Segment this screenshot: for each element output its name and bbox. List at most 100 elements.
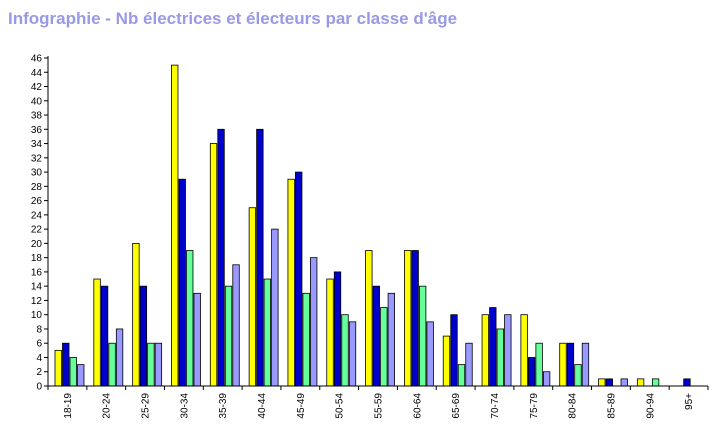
y-tick-label: 18 [31, 253, 43, 264]
y-tick-label: 28 [31, 182, 43, 193]
bar-s2-40-44 [256, 128, 264, 387]
bar-s3-70-74 [496, 328, 504, 387]
y-tick-label: 22 [31, 225, 43, 236]
bar-s1-30-34 [171, 64, 179, 387]
bar-s1-35-39 [209, 143, 218, 387]
bars-group [54, 64, 691, 387]
bar-s2-95+ [683, 378, 691, 387]
chart-title: Infographie - Nb électrices et électeurs… [8, 9, 458, 28]
bar-s3-60-64 [419, 285, 427, 387]
y-tick-label: 20 [31, 239, 43, 250]
bar-s4-35-39 [232, 264, 240, 387]
y-tick-label: 14 [31, 282, 43, 293]
bar-s2-65-69 [450, 314, 458, 387]
y-tick-label: 0 [36, 382, 42, 393]
bar-s3-80-84 [574, 364, 582, 387]
bar-s2-20-24 [100, 285, 109, 387]
bar-s1-75-79 [520, 314, 528, 387]
bar-s4-50-54 [348, 321, 357, 387]
bar-s3-75-79 [535, 342, 543, 387]
bar-s1-40-44 [248, 207, 257, 387]
bar-s4-75-79 [542, 371, 551, 387]
bar-s3-65-69 [457, 364, 466, 387]
bar-s3-18-19 [69, 357, 77, 387]
bar-s4-30-34 [193, 292, 201, 387]
x-axis: 18-19 20-24 25-29 30-34 35-39 40-44 45-49 50-54… [47, 386, 709, 419]
bar-s1-25-29 [132, 242, 140, 387]
y-axis: 0246810121416182022242628303234363840424… [31, 54, 48, 393]
bar-s2-45-49 [295, 171, 303, 387]
x-tick-label: 18-19 [63, 393, 74, 419]
bar-s4-20-24 [115, 328, 124, 387]
bar-s3-20-24 [108, 342, 116, 387]
x-tick-label: 60-64 [412, 393, 423, 419]
y-tick-label: 6 [36, 339, 42, 350]
y-tick-label: 12 [31, 296, 43, 307]
x-tick-label: 95+ [684, 393, 695, 410]
bar-s2-60-64 [411, 250, 419, 387]
y-tick-label: 34 [31, 139, 43, 150]
bar-s2-85-89 [605, 378, 613, 387]
bar-s3-55-59 [380, 307, 388, 387]
x-tick-label: 65-69 [451, 393, 462, 419]
bar-s2-18-19 [62, 342, 70, 387]
y-tick-label: 10 [31, 310, 43, 321]
axes-group [47, 56, 708, 387]
x-tick-label: 25-29 [141, 393, 152, 419]
bar-s2-70-74 [489, 307, 497, 387]
x-tick-label: 20-24 [102, 393, 113, 419]
bar-s2-75-79 [527, 357, 536, 387]
y-tick-label: 26 [31, 196, 43, 207]
y-tick-label: 38 [31, 111, 43, 122]
x-tick-label: 85-89 [606, 393, 617, 419]
y-tick-label: 46 [31, 54, 43, 65]
bar-s1-80-84 [559, 342, 567, 387]
bar-s3-35-39 [224, 285, 233, 387]
y-tick-label: 4 [36, 353, 42, 364]
bar-s2-30-34 [178, 178, 186, 387]
bar-s4-65-69 [465, 342, 473, 387]
bar-s1-70-74 [481, 314, 489, 387]
bar-s1-45-49 [287, 178, 295, 387]
bar-s2-80-84 [566, 342, 575, 387]
bar-s4-25-29 [154, 342, 163, 387]
bar-s3-30-34 [186, 250, 194, 387]
x-tick-label: 35-39 [218, 393, 229, 419]
bar-s4-80-84 [581, 342, 590, 387]
bar-s4-45-49 [310, 257, 318, 387]
x-tick-label: 50-54 [335, 393, 346, 419]
y-tick-label: 42 [31, 82, 43, 93]
bar-s1-65-69 [442, 335, 451, 387]
x-tick-label: 75-79 [529, 393, 540, 419]
bar-s1-18-19 [54, 349, 62, 387]
y-tick-label: 2 [36, 367, 42, 378]
bar-s4-55-59 [387, 292, 395, 387]
bar-s1-50-54 [326, 278, 334, 387]
x-tick-label: 40-44 [257, 393, 268, 419]
bar-s3-45-49 [302, 292, 310, 387]
bar-s3-40-44 [263, 278, 272, 387]
y-tick-label: 44 [31, 68, 43, 79]
bar-s2-25-29 [139, 285, 148, 387]
bar-s2-50-54 [333, 271, 342, 387]
x-tick-label: 30-34 [179, 393, 190, 419]
y-tick-label: 24 [31, 210, 43, 221]
bar-s1-20-24 [93, 278, 101, 387]
x-tick-label: 90-94 [645, 393, 656, 419]
bar-s4-18-19 [77, 364, 85, 387]
bar-s1-60-64 [404, 250, 412, 387]
y-tick-label: 30 [31, 168, 43, 179]
bar-s3-90-94 [651, 378, 660, 387]
bar-s4-70-74 [504, 314, 512, 387]
bar-s4-40-44 [271, 228, 279, 387]
bar-s3-50-54 [341, 314, 349, 387]
bar-s4-60-64 [426, 321, 434, 387]
y-tick-label: 36 [31, 125, 43, 136]
bar-s3-25-29 [147, 342, 155, 387]
x-tick-label: 70-74 [490, 393, 501, 419]
bar-s1-90-94 [636, 378, 645, 387]
x-tick-label: 80-84 [568, 393, 579, 419]
y-tick-label: 32 [31, 153, 43, 164]
y-tick-label: 16 [31, 267, 43, 278]
